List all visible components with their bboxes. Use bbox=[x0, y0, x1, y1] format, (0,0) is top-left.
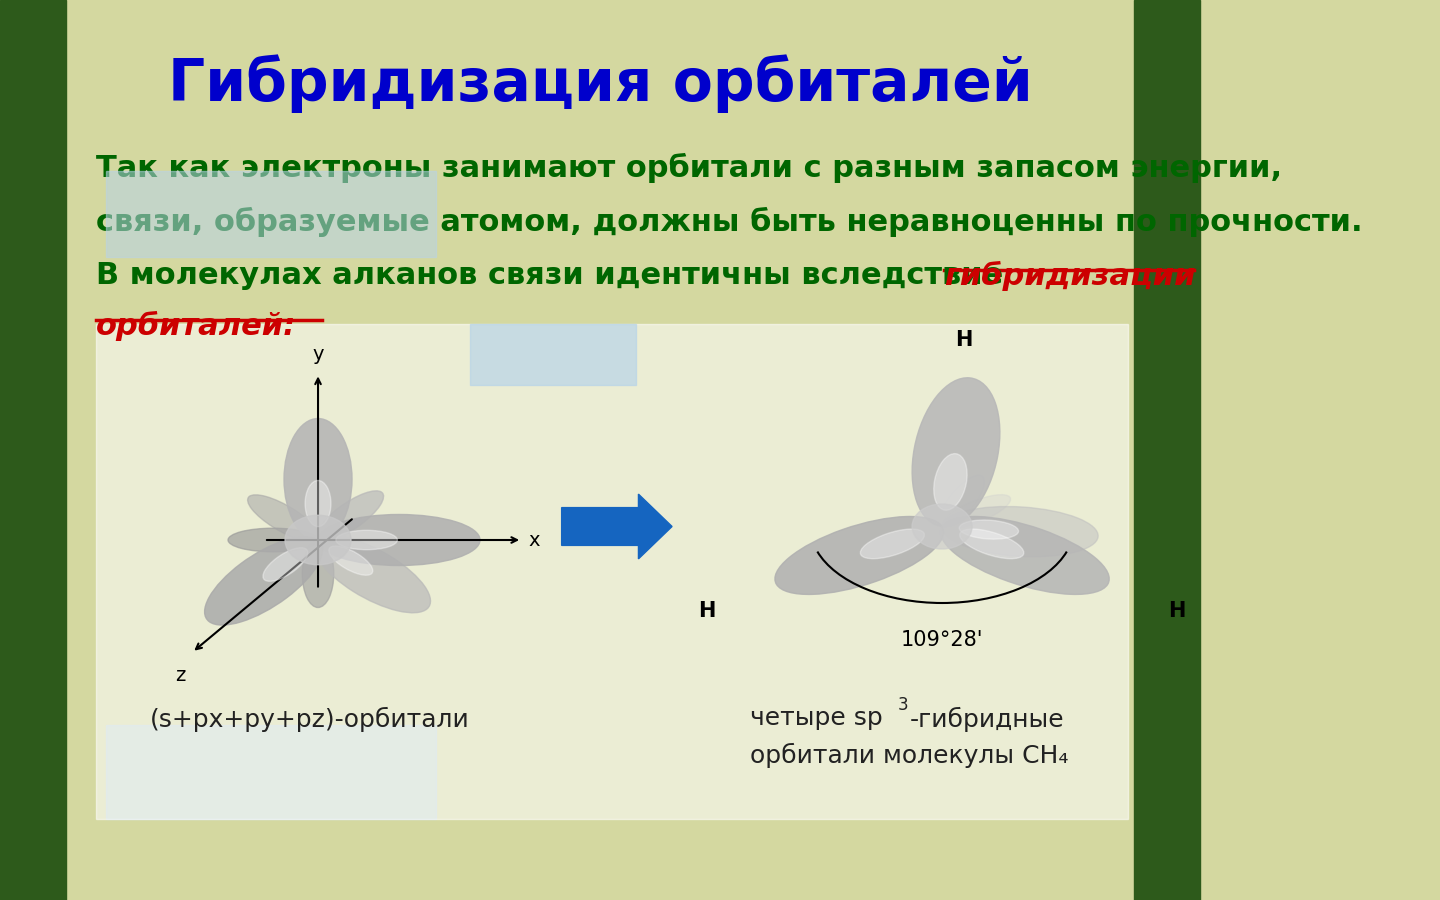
Text: гибридизации: гибридизации bbox=[945, 261, 1197, 291]
Ellipse shape bbox=[912, 504, 972, 549]
Text: y: y bbox=[312, 346, 324, 365]
Ellipse shape bbox=[939, 475, 985, 527]
Ellipse shape bbox=[284, 418, 351, 540]
Text: Гибридизация орбиталей: Гибридизация орбиталей bbox=[167, 54, 1032, 112]
Text: 3: 3 bbox=[897, 696, 909, 714]
Bar bbox=[0, 0, 66, 900]
Ellipse shape bbox=[228, 528, 318, 552]
Ellipse shape bbox=[285, 515, 351, 565]
Text: z: z bbox=[174, 666, 186, 685]
Bar bbox=[105, 724, 436, 819]
Text: H: H bbox=[1168, 601, 1185, 621]
Text: x: x bbox=[528, 530, 540, 550]
Text: связи, образуемые атомом, должны быть неравноценны по прочности.: связи, образуемые атомом, должны быть не… bbox=[96, 207, 1362, 237]
Ellipse shape bbox=[317, 491, 383, 542]
Text: (s+px+py+pz)-орбитали: (s+px+py+pz)-орбитали bbox=[150, 706, 469, 732]
Bar bbox=[471, 324, 636, 385]
Ellipse shape bbox=[204, 536, 323, 626]
Ellipse shape bbox=[336, 530, 397, 550]
Ellipse shape bbox=[302, 540, 334, 608]
Text: Так как электроны занимают орбитали с разным запасом энергии,: Так как электроны занимают орбитали с ра… bbox=[96, 153, 1282, 183]
Ellipse shape bbox=[860, 529, 924, 559]
Ellipse shape bbox=[912, 378, 999, 526]
Ellipse shape bbox=[933, 454, 968, 510]
Bar bbox=[105, 171, 436, 256]
Ellipse shape bbox=[328, 546, 373, 575]
Ellipse shape bbox=[959, 529, 1024, 559]
Text: орбиталей:: орбиталей: bbox=[96, 310, 297, 340]
Text: H: H bbox=[955, 330, 972, 350]
Ellipse shape bbox=[248, 495, 320, 542]
Bar bbox=[1135, 0, 1200, 900]
Ellipse shape bbox=[317, 491, 383, 542]
Ellipse shape bbox=[940, 517, 1109, 594]
Text: H: H bbox=[698, 601, 716, 621]
Ellipse shape bbox=[315, 536, 431, 613]
Ellipse shape bbox=[264, 548, 308, 581]
FancyArrow shape bbox=[562, 494, 672, 559]
Ellipse shape bbox=[318, 515, 480, 565]
Text: В молекулах алканов связи идентичны вследствие: В молекулах алканов связи идентичны всле… bbox=[96, 261, 1014, 290]
Text: орбитали молекулы СН₄: орбитали молекулы СН₄ bbox=[750, 742, 1068, 768]
Ellipse shape bbox=[959, 520, 1018, 539]
Ellipse shape bbox=[775, 517, 943, 594]
Text: 109°28': 109°28' bbox=[901, 630, 984, 650]
Ellipse shape bbox=[942, 507, 1099, 557]
Ellipse shape bbox=[305, 481, 331, 526]
Bar bbox=[96, 324, 1128, 819]
Text: четыре sp: четыре sp bbox=[750, 706, 883, 731]
Ellipse shape bbox=[942, 495, 1011, 529]
Text: -гибридные: -гибридные bbox=[910, 706, 1064, 732]
